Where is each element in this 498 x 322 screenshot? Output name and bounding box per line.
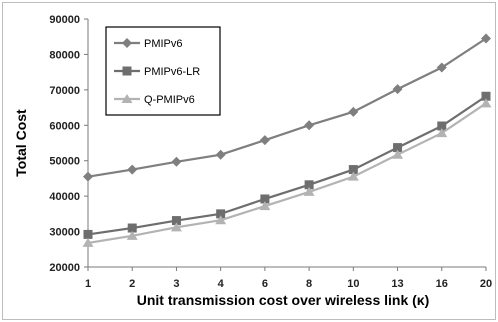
x-tick-label: 3 bbox=[173, 278, 179, 290]
data-point-pmipv6-lr bbox=[348, 165, 358, 175]
data-point-pmipv6-lr bbox=[481, 91, 491, 101]
axes bbox=[87, 19, 486, 268]
data-point-pmipv6-lr bbox=[83, 229, 93, 239]
x-tick-label: 6 bbox=[262, 278, 268, 290]
y-axis-ticks: 20000 30000 40000 50000 60000 70000 80000 90000 bbox=[49, 14, 88, 274]
legend-label-pmipv6: PMIPv6 bbox=[144, 38, 183, 50]
data-point-pmipv6 bbox=[304, 120, 315, 131]
data-point-pmipv6-lr bbox=[171, 216, 181, 226]
data-point-pmipv6 bbox=[83, 171, 93, 182]
x-tick-label: 16 bbox=[436, 278, 448, 290]
series-line-pmipv6 bbox=[87, 37, 487, 178]
data-point-pmipv6 bbox=[348, 106, 359, 117]
y-tick-label: 80000 bbox=[49, 49, 80, 61]
data-point-q-pmipv6 bbox=[347, 171, 359, 181]
data-point-pmipv6 bbox=[481, 33, 491, 44]
legend-marker-pmipv6 bbox=[122, 38, 132, 48]
series-layer bbox=[82, 33, 492, 247]
data-point-pmipv6-lr bbox=[216, 209, 226, 219]
series-line-pmipv6-lr bbox=[87, 95, 487, 236]
data-point-q-pmipv6 bbox=[436, 128, 448, 138]
y-tick-label: 20000 bbox=[49, 262, 80, 274]
data-point-pmipv6-lr bbox=[393, 143, 403, 153]
y-tick-label: 40000 bbox=[49, 191, 80, 203]
series-pmipv6 bbox=[83, 33, 491, 182]
chart-frame bbox=[2, 2, 496, 320]
data-point-pmipv6 bbox=[436, 62, 447, 73]
data-point-pmipv6-lr bbox=[127, 223, 137, 233]
y-tick-label: 70000 bbox=[49, 85, 80, 97]
data-point-q-pmipv6 bbox=[170, 222, 182, 232]
x-tick-label: 2 bbox=[129, 278, 135, 290]
x-tick-label: 13 bbox=[391, 278, 403, 290]
y-tick-label: 50000 bbox=[49, 156, 80, 168]
data-point-pmipv6 bbox=[392, 84, 403, 95]
x-axis-ticks: 1 2 3 4 6 8 10 13 16 20 bbox=[85, 267, 492, 290]
data-point-pmipv6-lr bbox=[260, 194, 270, 204]
x-tick-label: 4 bbox=[218, 278, 225, 290]
data-point-pmipv6 bbox=[259, 135, 270, 146]
legend-marker-q-pmipv6 bbox=[121, 94, 133, 103]
y-tick-label: 30000 bbox=[49, 227, 80, 239]
data-point-q-pmipv6 bbox=[259, 201, 271, 211]
data-point-q-pmipv6 bbox=[303, 186, 315, 196]
data-point-pmipv6 bbox=[127, 164, 138, 175]
series-q-pmipv6 bbox=[82, 98, 492, 247]
x-tick-label: 8 bbox=[306, 278, 312, 290]
data-point-q-pmipv6 bbox=[126, 230, 138, 240]
data-point-q-pmipv6 bbox=[392, 149, 404, 159]
legend-marker-pmipv6-lr bbox=[122, 66, 132, 76]
data-point-q-pmipv6 bbox=[215, 215, 227, 225]
y-axis-title: Total Cost bbox=[13, 109, 29, 177]
x-tick-label: 1 bbox=[85, 278, 91, 290]
legend-label-pmipv6-lr: PMIPv6-LR bbox=[144, 66, 200, 78]
series-pmipv6-lr bbox=[83, 91, 491, 239]
legend: PMIPv6 PMIPv6-LR Q-PMIPv6 bbox=[105, 26, 221, 116]
data-point-q-pmipv6 bbox=[82, 237, 94, 247]
data-point-pmipv6-lr bbox=[304, 180, 314, 190]
data-point-pmipv6 bbox=[171, 156, 182, 167]
x-axis-title: Unit transmission cost over wireless lin… bbox=[137, 292, 430, 308]
y-tick-label: 60000 bbox=[49, 120, 80, 132]
x-tick-label: 20 bbox=[480, 278, 492, 290]
data-point-pmipv6-lr bbox=[437, 121, 447, 131]
x-tick-label: 10 bbox=[347, 278, 359, 290]
data-point-pmipv6 bbox=[215, 149, 226, 160]
data-point-q-pmipv6 bbox=[480, 98, 492, 108]
series-line-q-pmipv6 bbox=[87, 102, 487, 244]
legend-label-q-pmipv6: Q-PMIPv6 bbox=[144, 94, 195, 106]
y-tick-label: 90000 bbox=[49, 14, 80, 26]
